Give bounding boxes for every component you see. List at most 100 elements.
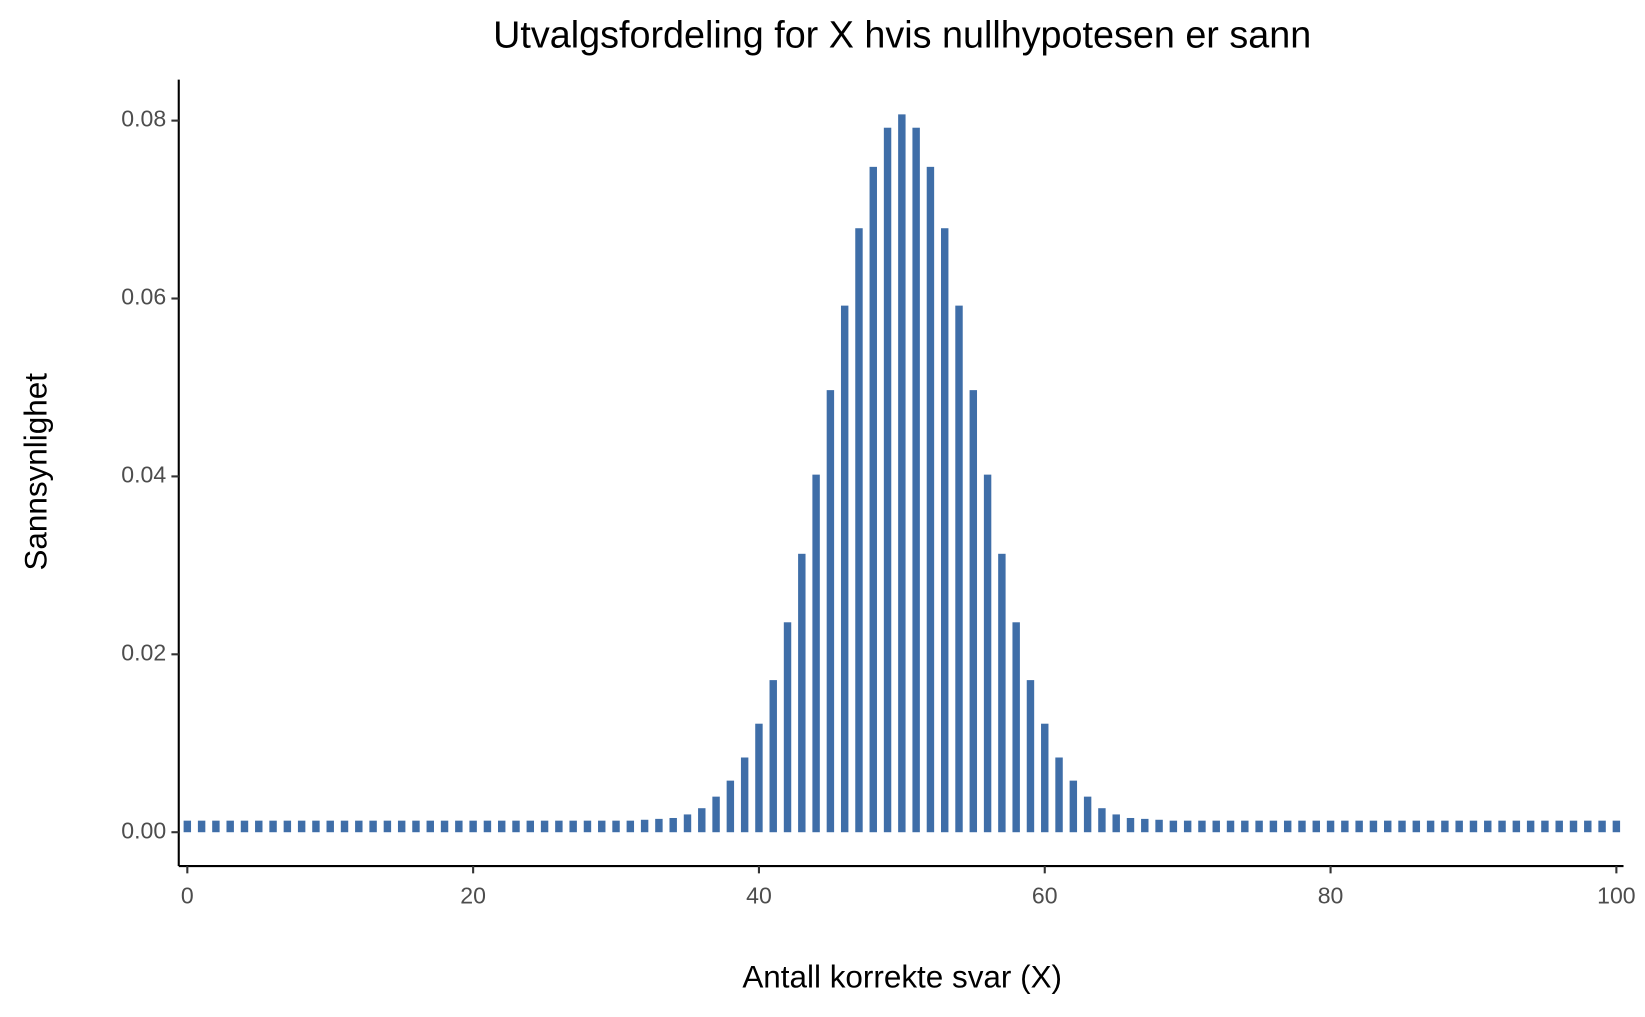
bar — [369, 820, 377, 833]
bar — [469, 820, 477, 833]
bar — [1041, 723, 1049, 833]
bar — [712, 796, 720, 833]
bar — [240, 820, 249, 833]
bar — [755, 723, 763, 833]
bar — [1584, 820, 1592, 833]
bar — [255, 820, 263, 833]
bar — [955, 305, 963, 833]
bar — [1441, 820, 1449, 833]
bar — [197, 820, 206, 833]
x-tick-label: 80 — [1318, 883, 1344, 909]
bar — [1198, 820, 1206, 833]
bar — [1355, 820, 1363, 833]
bar — [583, 820, 592, 833]
bar — [1484, 820, 1492, 833]
bar — [1384, 820, 1392, 833]
bar — [440, 820, 449, 833]
bar — [612, 820, 620, 833]
bar — [1141, 818, 1149, 833]
bar — [383, 820, 392, 833]
bar — [212, 820, 220, 833]
bar — [1212, 820, 1220, 833]
bar — [1169, 820, 1178, 833]
bar — [826, 390, 835, 833]
bar — [698, 808, 706, 833]
bar — [1612, 820, 1621, 833]
bar — [1526, 820, 1535, 833]
bar — [1269, 820, 1278, 833]
bar — [683, 814, 692, 833]
bar — [297, 820, 306, 833]
y-tick-label: 0.04 — [121, 462, 166, 488]
x-tick-label: 40 — [746, 883, 772, 909]
bar — [1512, 820, 1521, 833]
bar — [769, 680, 777, 833]
y-tick-label: 0.06 — [121, 284, 166, 310]
bar — [1341, 820, 1349, 833]
bar — [526, 820, 535, 833]
y-tick-label: 0.00 — [121, 817, 166, 843]
bar — [1398, 820, 1406, 833]
bar — [983, 474, 992, 833]
bar — [1283, 820, 1292, 833]
bar — [1455, 820, 1463, 833]
bar — [812, 474, 820, 833]
bar — [426, 820, 434, 833]
bar — [1055, 757, 1063, 833]
bar — [1412, 820, 1421, 833]
bar — [269, 820, 277, 833]
bar — [1083, 796, 1092, 833]
bar — [355, 820, 363, 833]
bar — [412, 820, 420, 833]
bar — [1112, 814, 1120, 833]
bar — [926, 166, 935, 833]
bar — [1255, 820, 1263, 833]
bar — [312, 820, 320, 833]
bar — [840, 305, 849, 833]
bar — [1569, 820, 1578, 833]
bar — [898, 114, 906, 833]
chart-title: Utvalgsfordeling for X hvis nullhypotese… — [493, 14, 1311, 56]
bar — [1426, 820, 1435, 833]
bar — [455, 820, 463, 833]
bar — [1498, 820, 1506, 833]
x-axis-label: Antall korrekte svar (X) — [742, 960, 1062, 995]
bar — [326, 820, 334, 833]
bar — [569, 820, 577, 833]
bar — [912, 127, 920, 833]
x-tick-label: 0 — [181, 883, 194, 909]
bar — [640, 819, 649, 833]
bar — [998, 553, 1006, 833]
bar — [883, 127, 892, 833]
y-tick-label: 0.02 — [121, 639, 166, 665]
bar — [1326, 820, 1335, 833]
bar — [726, 780, 735, 833]
bar — [626, 820, 635, 833]
bar — [598, 820, 606, 833]
x-tick-label: 60 — [1032, 883, 1058, 909]
bar — [1598, 820, 1606, 833]
bar — [783, 622, 792, 833]
bar — [855, 228, 863, 833]
bar — [1098, 808, 1106, 833]
bar — [1069, 780, 1078, 833]
bar — [941, 228, 949, 833]
bar — [497, 820, 506, 833]
bar — [397, 820, 406, 833]
bar — [226, 820, 234, 833]
bar — [869, 166, 877, 833]
bar — [1298, 820, 1306, 833]
y-axis-label: Sannsynlighet — [19, 373, 54, 571]
y-tick-label: 0.08 — [121, 106, 166, 132]
bar — [540, 820, 549, 833]
bar — [1555, 820, 1563, 833]
bar — [1226, 820, 1235, 833]
bar — [1026, 680, 1035, 833]
bar — [798, 553, 806, 833]
bar — [283, 820, 292, 833]
bar — [1012, 622, 1020, 833]
bar — [1155, 819, 1163, 833]
bar — [1241, 820, 1249, 833]
bar — [555, 820, 563, 833]
bar — [512, 820, 520, 833]
